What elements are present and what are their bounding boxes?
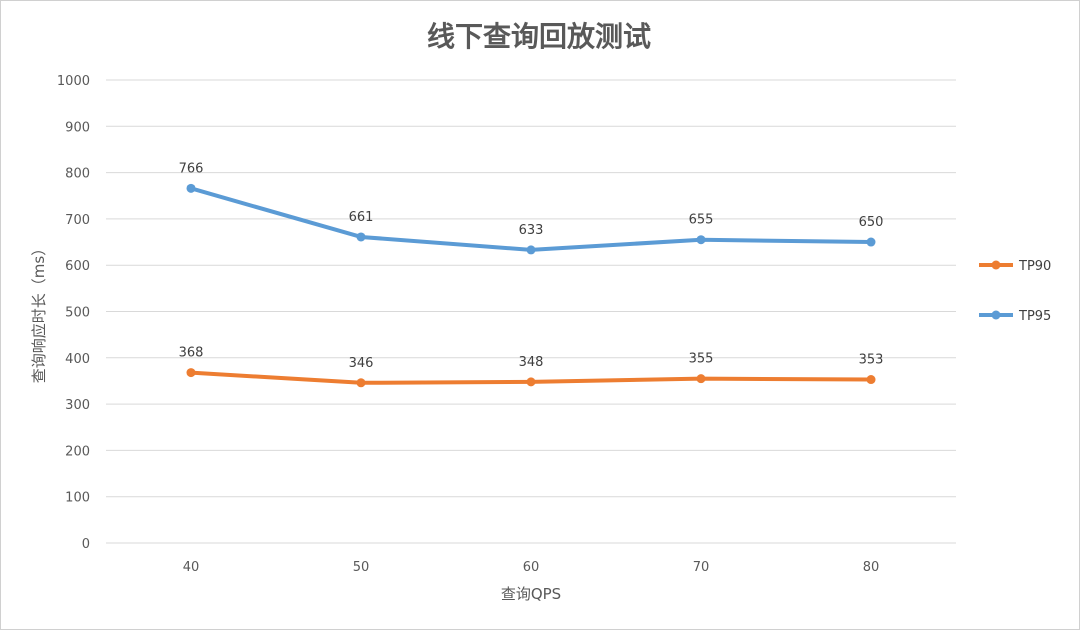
data-point bbox=[186, 368, 196, 378]
legend-label: TP90 bbox=[1018, 259, 1051, 274]
data-label: 633 bbox=[519, 223, 544, 238]
series-tp95: 766 661 633 655 650 bbox=[179, 161, 884, 255]
legend-item-tp90: TP90 bbox=[979, 259, 1051, 274]
data-label: 650 bbox=[859, 215, 884, 230]
legend-item-tp95: TP95 bbox=[979, 309, 1051, 324]
y-axis-title: 查询响应时长（ms） bbox=[30, 241, 48, 383]
data-point bbox=[866, 375, 876, 385]
data-label: 766 bbox=[179, 161, 204, 176]
data-label: 355 bbox=[689, 352, 714, 367]
x-tick-label: 80 bbox=[863, 560, 880, 575]
y-tick-label: 0 bbox=[82, 537, 90, 552]
data-label: 346 bbox=[349, 356, 374, 371]
series-tp90: 368 346 348 355 353 bbox=[179, 346, 884, 388]
y-tick-label: 700 bbox=[65, 213, 90, 228]
data-point bbox=[696, 235, 706, 245]
x-tick-label: 60 bbox=[523, 560, 540, 575]
chart-title: 线下查询回放测试 bbox=[427, 20, 651, 53]
data-label: 368 bbox=[179, 346, 204, 361]
data-point bbox=[186, 183, 196, 193]
y-tick-label: 900 bbox=[65, 120, 90, 135]
x-axis-title: 查询QPS bbox=[501, 585, 561, 603]
y-tick-label: 800 bbox=[65, 167, 90, 182]
data-point bbox=[356, 378, 366, 388]
data-label: 353 bbox=[859, 353, 884, 368]
y-tick-label: 200 bbox=[65, 444, 90, 459]
data-label: 655 bbox=[689, 213, 714, 228]
y-tick-label: 100 bbox=[65, 491, 90, 506]
series-layer: 368 346 348 355 353 766 661 633 655 650 bbox=[179, 161, 884, 388]
data-point bbox=[526, 377, 536, 387]
gridlines bbox=[106, 79, 956, 544]
data-point bbox=[866, 237, 876, 247]
legend-swatch-marker bbox=[991, 260, 1001, 270]
data-label: 348 bbox=[519, 355, 544, 370]
x-tick-label: 70 bbox=[693, 560, 710, 575]
y-axis-ticks: 0 100 200 300 400 500 600 700 800 900 1000 bbox=[57, 74, 90, 552]
x-tick-label: 40 bbox=[183, 560, 200, 575]
legend-label: TP95 bbox=[1018, 309, 1051, 324]
y-tick-label: 400 bbox=[65, 352, 90, 367]
data-point bbox=[696, 374, 706, 384]
y-tick-label: 300 bbox=[65, 398, 90, 413]
legend-swatch-marker bbox=[991, 310, 1001, 320]
data-label: 661 bbox=[349, 210, 374, 225]
data-point bbox=[356, 232, 366, 242]
y-tick-label: 1000 bbox=[57, 74, 90, 89]
y-tick-label: 600 bbox=[65, 259, 90, 274]
x-axis-ticks: 40 50 60 70 80 bbox=[183, 560, 880, 575]
data-point bbox=[526, 245, 536, 255]
x-tick-label: 50 bbox=[353, 560, 370, 575]
y-tick-label: 500 bbox=[65, 306, 90, 321]
legend: TP90 TP95 bbox=[979, 259, 1051, 324]
